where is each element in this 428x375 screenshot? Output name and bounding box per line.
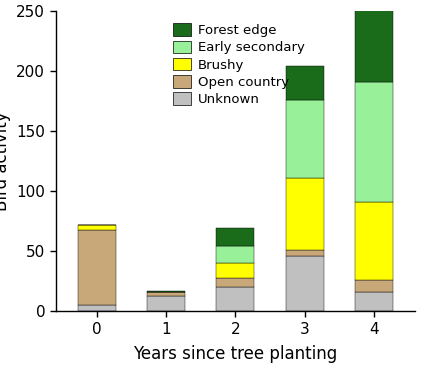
Bar bbox=[217, 287, 254, 311]
Bar bbox=[285, 250, 324, 256]
Bar bbox=[217, 228, 254, 246]
Bar bbox=[355, 292, 393, 311]
Bar bbox=[217, 278, 254, 287]
Bar bbox=[355, 82, 393, 202]
Bar bbox=[78, 305, 116, 311]
X-axis label: Years since tree planting: Years since tree planting bbox=[133, 345, 338, 363]
Bar bbox=[78, 230, 116, 305]
Bar bbox=[147, 296, 185, 311]
Bar bbox=[78, 225, 116, 230]
Bar bbox=[285, 256, 324, 311]
Bar bbox=[217, 246, 254, 263]
Bar bbox=[355, 10, 393, 82]
Bar bbox=[147, 291, 185, 292]
Bar bbox=[147, 292, 185, 296]
Y-axis label: Bird activity: Bird activity bbox=[0, 111, 11, 211]
Bar bbox=[355, 202, 393, 280]
Bar bbox=[217, 263, 254, 278]
Bar bbox=[355, 280, 393, 292]
Bar bbox=[285, 178, 324, 250]
Bar bbox=[285, 66, 324, 100]
Legend: Forest edge, Early secondary, Brushy, Open country, Unknown: Forest edge, Early secondary, Brushy, Op… bbox=[170, 21, 307, 108]
Bar bbox=[285, 100, 324, 178]
